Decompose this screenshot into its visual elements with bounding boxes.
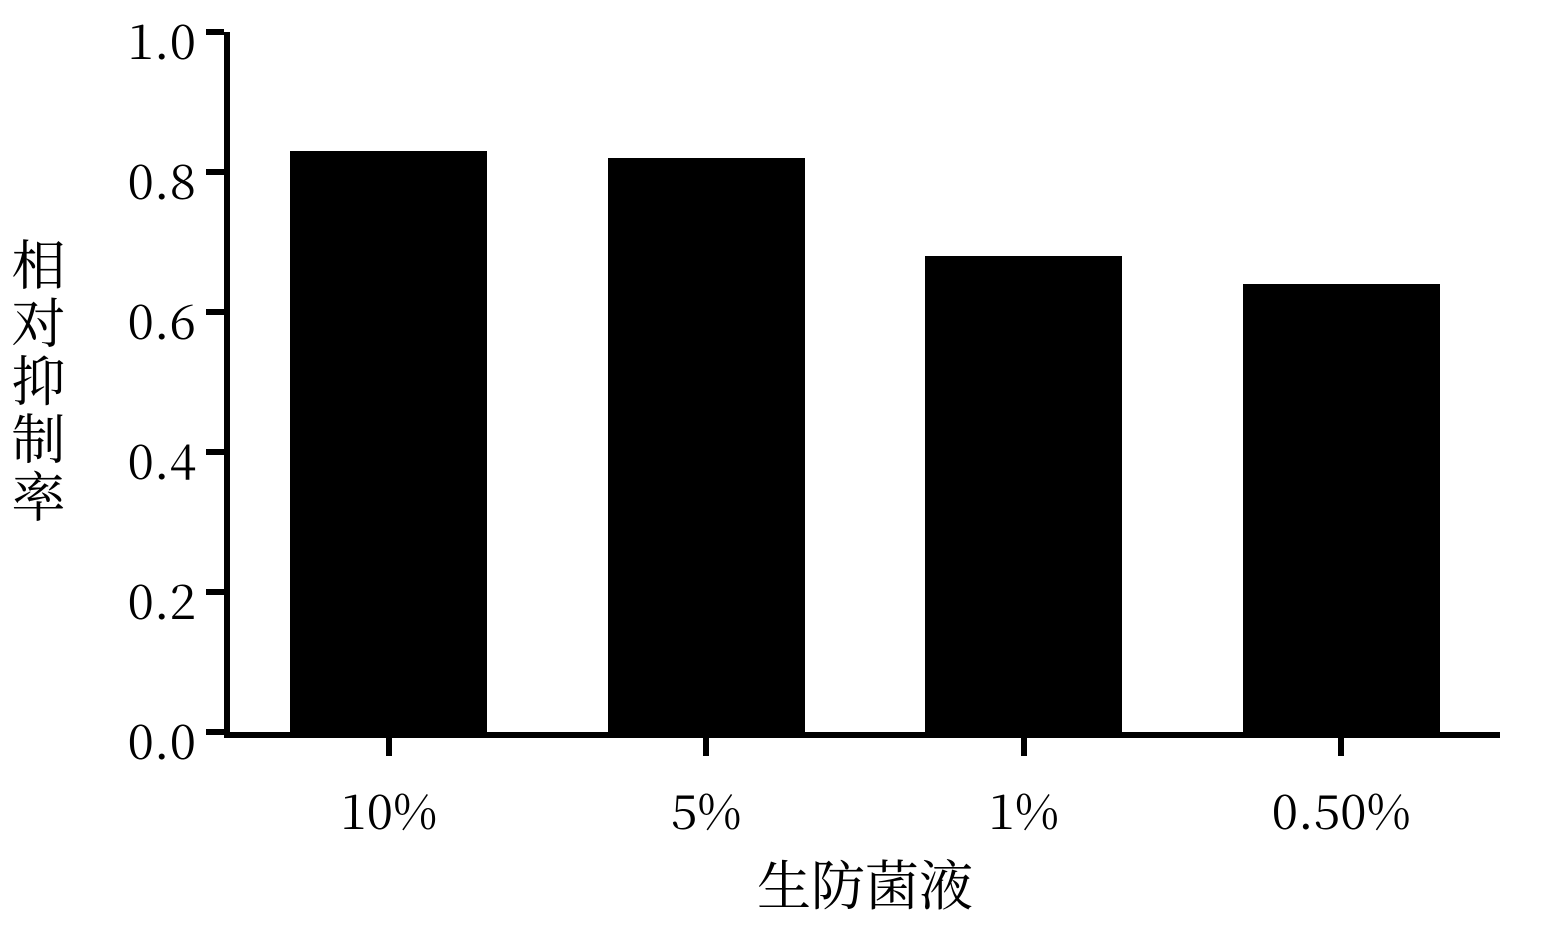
bar — [608, 158, 805, 732]
y-tick-label: 1.0 — [56, 4, 196, 73]
y-tick — [206, 169, 224, 175]
y-tick — [206, 729, 224, 735]
y-axis-line — [224, 32, 230, 738]
y-tick — [206, 29, 224, 35]
x-tick — [1338, 738, 1344, 756]
bar — [1243, 284, 1440, 732]
bar — [290, 151, 487, 732]
x-tick-label: 1% — [865, 774, 1183, 843]
x-tick-label: 0.50% — [1183, 774, 1501, 843]
x-tick — [703, 738, 709, 756]
x-tick-label: 5% — [548, 774, 866, 843]
y-tick-label: 0.0 — [56, 704, 196, 773]
bar-chart: 相对抑制率 生防菌液 0.00.20.40.60.81.010%5%1%0.50… — [0, 0, 1551, 925]
y-tick — [206, 449, 224, 455]
y-tick-label: 0.6 — [56, 284, 196, 353]
x-axis-line — [224, 732, 1500, 738]
bar — [925, 256, 1122, 732]
x-tick — [1021, 738, 1027, 756]
y-tick-label: 0.8 — [56, 144, 196, 213]
y-tick — [206, 589, 224, 595]
x-tick-label: 10% — [230, 774, 548, 843]
y-tick-label: 0.2 — [56, 564, 196, 633]
y-tick — [206, 309, 224, 315]
plot-area: 0.00.20.40.60.81.010%5%1%0.50% — [230, 32, 1500, 732]
y-tick-label: 0.4 — [56, 424, 196, 493]
x-axis-title: 生防菌液 — [230, 844, 1500, 921]
x-tick — [386, 738, 392, 756]
